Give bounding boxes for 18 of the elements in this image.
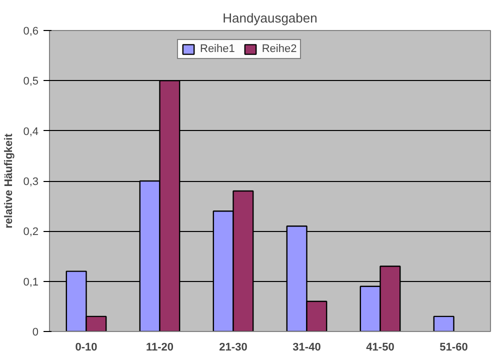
x-tick-label: 31-40	[292, 342, 321, 354]
x-tick-label: 11-20	[146, 342, 174, 354]
legend-label: Reihe2	[262, 43, 297, 55]
x-tick-label: 41-50	[366, 342, 394, 354]
y-tick-label: 0,4	[23, 126, 39, 138]
legend-label: Reihe1	[200, 43, 235, 55]
y-axis-title: relative Häufigkeit	[3, 133, 16, 228]
x-tick-label: 51-60	[440, 342, 468, 354]
chart-title: Handyausgaben	[222, 10, 318, 26]
y-tick-label: 0,6	[23, 26, 39, 38]
y-tick-label: 0	[32, 326, 39, 338]
y-tick-label: 0,5	[23, 76, 39, 88]
x-tick-label: 21-30	[219, 342, 248, 354]
y-tick-label: 0,3	[23, 176, 39, 188]
bar	[433, 316, 454, 332]
y-tick-label: 0,2	[23, 226, 39, 238]
x-tick-label: 0-10	[75, 342, 98, 354]
y-tick-label: 0,1	[23, 276, 39, 288]
